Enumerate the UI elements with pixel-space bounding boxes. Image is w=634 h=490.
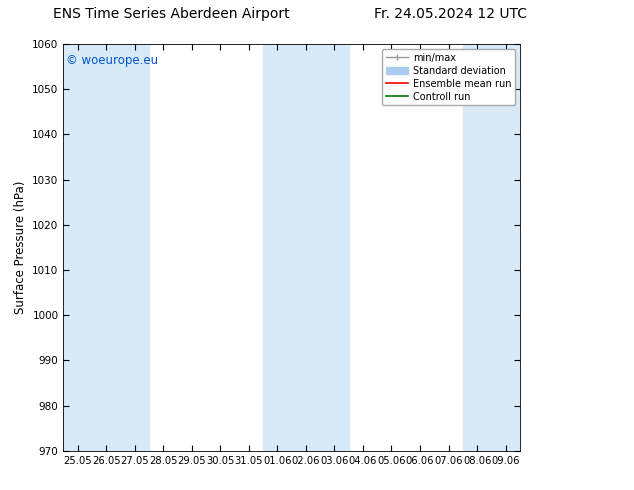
Y-axis label: Surface Pressure (hPa): Surface Pressure (hPa) — [14, 181, 27, 314]
Text: © woeurope.eu: © woeurope.eu — [66, 54, 158, 67]
Text: Fr. 24.05.2024 12 UTC: Fr. 24.05.2024 12 UTC — [373, 7, 527, 22]
Bar — [63, 44, 149, 451]
Bar — [463, 44, 520, 451]
Bar — [263, 44, 349, 451]
Legend: min/max, Standard deviation, Ensemble mean run, Controll run: min/max, Standard deviation, Ensemble me… — [382, 49, 515, 105]
Text: ENS Time Series Aberdeen Airport: ENS Time Series Aberdeen Airport — [53, 7, 290, 22]
